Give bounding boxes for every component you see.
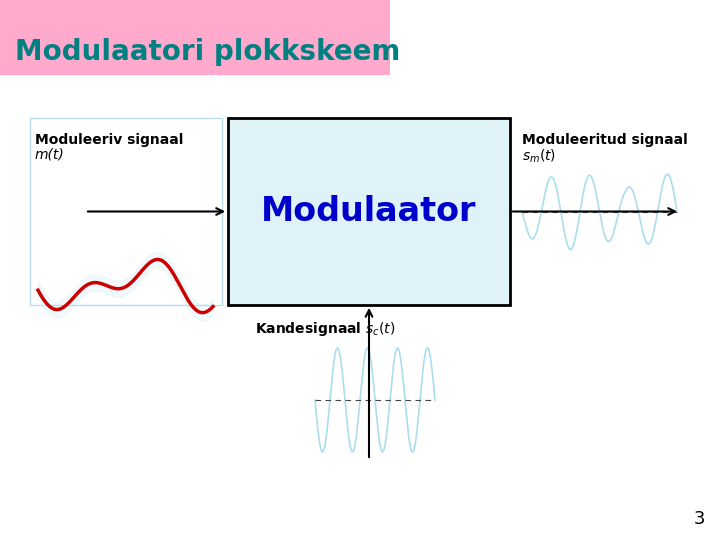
Text: $s_m(t)$: $s_m(t)$ — [522, 148, 556, 165]
Text: Kandesignaal $s_c(t)$: Kandesignaal $s_c(t)$ — [255, 320, 395, 338]
Text: 3: 3 — [693, 510, 705, 528]
Text: m(t): m(t) — [35, 148, 65, 162]
Text: Moduleeriv signaal: Moduleeriv signaal — [35, 133, 184, 147]
Text: Modulaator: Modulaator — [261, 195, 477, 228]
Bar — [30, 118, 222, 305]
Bar — [0, 0, 390, 75]
Text: Modulaatori plokkskeem: Modulaatori plokkskeem — [15, 38, 400, 66]
Text: Moduleeritud signaal: Moduleeritud signaal — [522, 133, 688, 147]
Bar — [228, 118, 510, 305]
